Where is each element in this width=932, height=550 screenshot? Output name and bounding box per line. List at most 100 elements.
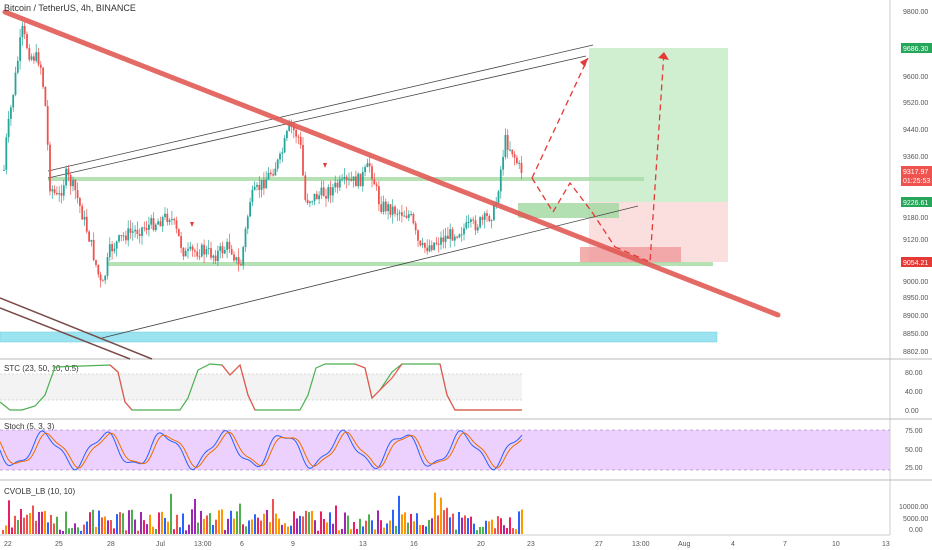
time-tick: 13 bbox=[359, 541, 367, 548]
candle-body bbox=[81, 205, 84, 220]
time-tick: Aug bbox=[678, 541, 691, 548]
cvol-bar bbox=[50, 514, 52, 534]
candle-body bbox=[198, 256, 201, 258]
candle-body bbox=[387, 204, 389, 212]
cvol-bar bbox=[230, 510, 232, 534]
cvol-bar bbox=[239, 503, 241, 534]
cvol-bar bbox=[407, 522, 409, 534]
candle-body bbox=[440, 237, 442, 245]
candle-body bbox=[518, 162, 521, 164]
cvol-bar bbox=[89, 512, 91, 534]
candle-body bbox=[12, 94, 15, 108]
projection-path-2[interactable] bbox=[531, 177, 616, 248]
cvol-bar bbox=[197, 522, 199, 534]
support-band[interactable] bbox=[0, 331, 718, 343]
candle-body bbox=[384, 201, 387, 212]
candle-body bbox=[479, 217, 481, 228]
candle-body bbox=[456, 236, 458, 238]
resistance-band-lower[interactable] bbox=[108, 262, 713, 266]
cvol-bar bbox=[449, 517, 451, 534]
cvol-bar bbox=[110, 520, 112, 534]
candle-body bbox=[299, 137, 302, 145]
candle-body bbox=[380, 204, 383, 212]
candle-body bbox=[286, 130, 288, 139]
candle-body bbox=[329, 187, 332, 196]
cvol-tick: 5000.00 bbox=[903, 516, 928, 523]
stc-tick: 0.00 bbox=[905, 408, 919, 415]
candle-body bbox=[44, 86, 47, 107]
candle-body bbox=[23, 25, 26, 35]
candle-body bbox=[51, 189, 54, 192]
cvol-bar bbox=[80, 530, 82, 534]
cvol-bar bbox=[194, 498, 196, 534]
candle-body bbox=[154, 224, 157, 231]
candle-body bbox=[30, 56, 33, 60]
cvol-bar bbox=[209, 513, 211, 534]
cvol-bar bbox=[320, 511, 322, 534]
cvol-bar bbox=[398, 495, 400, 534]
candle-body bbox=[295, 130, 297, 137]
candle-body bbox=[235, 257, 238, 261]
channel-bottom[interactable] bbox=[101, 205, 639, 339]
price-tick: 8900.00 bbox=[903, 313, 928, 320]
candle-body bbox=[313, 193, 316, 202]
cvol-bar bbox=[215, 519, 217, 534]
candle-body bbox=[361, 171, 364, 187]
time-tick: 28 bbox=[107, 541, 115, 548]
candle-body bbox=[134, 229, 136, 232]
time-axis[interactable]: 22 25 28 Jul 13:00 6 9 13 16 20 23 27 13… bbox=[4, 541, 890, 548]
cvol-bar bbox=[431, 518, 433, 534]
stc-line-red[interactable] bbox=[109, 363, 522, 411]
projection-path-1[interactable] bbox=[531, 57, 589, 179]
cvol-bar bbox=[491, 519, 493, 534]
cvol-bar bbox=[206, 515, 208, 534]
cvol-bar bbox=[281, 524, 283, 534]
projection-path-3[interactable] bbox=[614, 51, 665, 263]
cvol-bar bbox=[314, 520, 316, 534]
candle-body bbox=[460, 234, 463, 236]
candle-body bbox=[513, 154, 516, 158]
candle-body bbox=[430, 245, 433, 250]
cvol-bar bbox=[47, 522, 49, 534]
cvol-bars bbox=[2, 492, 523, 534]
candle-body bbox=[143, 227, 146, 229]
channel-top-2[interactable] bbox=[47, 55, 587, 179]
projection-arrowhead-2 bbox=[658, 52, 669, 60]
cvol-bar bbox=[377, 510, 379, 534]
cvol-bar bbox=[68, 528, 70, 534]
candle-body bbox=[488, 215, 491, 221]
cvol-bar bbox=[299, 515, 301, 534]
candle-body bbox=[244, 228, 247, 248]
candle-body bbox=[194, 250, 196, 252]
cvol-bar bbox=[302, 516, 304, 534]
candle-body bbox=[65, 168, 67, 186]
lower-parallel-2[interactable] bbox=[0, 307, 131, 360]
time-tick: 23 bbox=[527, 541, 535, 548]
cvol-bar bbox=[137, 530, 139, 534]
stoch-d-line[interactable] bbox=[0, 431, 523, 469]
cvol-bar bbox=[65, 511, 67, 534]
channel-top-1[interactable] bbox=[47, 44, 594, 172]
cvol-bar bbox=[368, 514, 370, 534]
descending-trendline[interactable] bbox=[2, 9, 781, 318]
cvol-bar bbox=[467, 518, 469, 534]
candle-body bbox=[46, 106, 49, 145]
candle-body bbox=[180, 236, 182, 248]
candle-body bbox=[10, 107, 12, 119]
cvol-bar bbox=[122, 513, 124, 534]
candle-body bbox=[14, 72, 17, 95]
cvol-bar bbox=[32, 505, 34, 534]
stc-tick: 80.00 bbox=[905, 370, 923, 377]
target-price-label: 9686.30 bbox=[903, 46, 928, 53]
lower-parallel-1[interactable] bbox=[0, 297, 153, 360]
cvol-bar bbox=[272, 499, 274, 534]
price-tick: 9360.00 bbox=[903, 154, 928, 161]
candle-body bbox=[120, 235, 123, 237]
cvol-bar bbox=[422, 525, 424, 534]
cvol-bar bbox=[83, 524, 85, 534]
price-axis[interactable]: 9800.00 9600.00 9520.00 9440.00 9360.00 … bbox=[903, 9, 928, 356]
entry-box[interactable] bbox=[518, 203, 619, 218]
stoch-band bbox=[0, 430, 890, 470]
cvol-bar bbox=[512, 528, 514, 534]
